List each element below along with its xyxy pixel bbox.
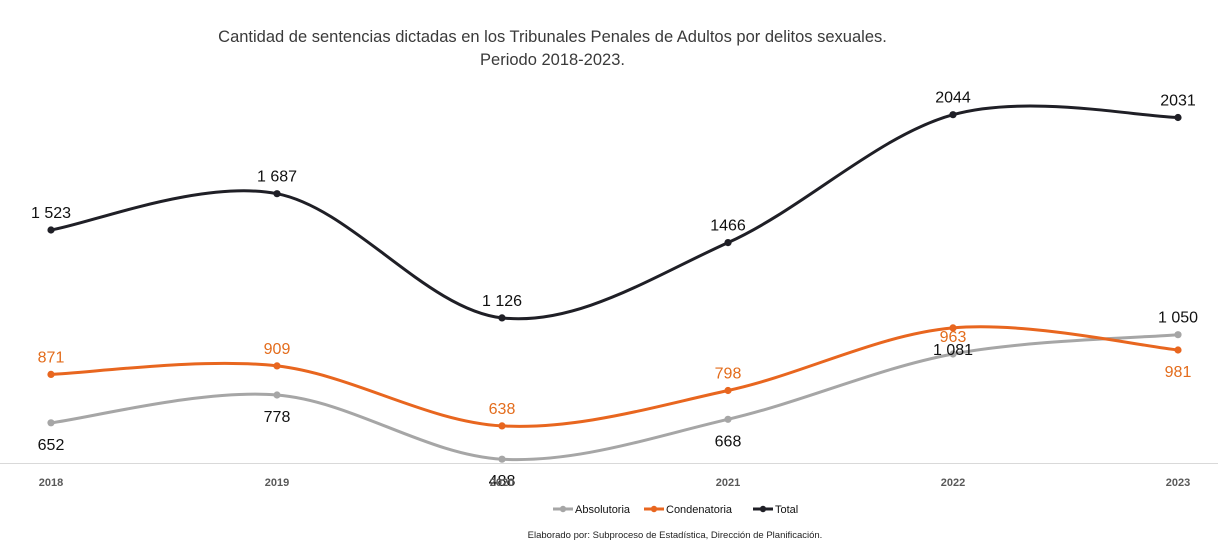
x-tick-label: 2022: [941, 477, 965, 489]
x-tick-label: 2023: [1166, 477, 1190, 489]
point-absolutoria-2023: [1174, 331, 1182, 339]
x-tick-label: 2019: [265, 477, 289, 489]
x-tick-label: 2020: [490, 477, 514, 489]
data-label-total-2021: 1466: [710, 218, 746, 235]
data-label-absolutoria-2021: 668: [715, 433, 742, 450]
x-tick-labels: 2018 2019 2020 2021 2022 2023: [39, 477, 1190, 489]
legend-item-condenatoria: Condenatoria: [644, 504, 733, 516]
chart-subtitle: Periodo 2018-2023.: [480, 51, 625, 69]
series-markers: [47, 111, 1182, 463]
point-condenatoria-2022: [949, 324, 957, 332]
point-total-2021: [724, 239, 732, 247]
chart-title-block: Cantidad de sentencias dictadas en los T…: [0, 26, 1105, 72]
legend-item-total: Total: [753, 504, 798, 516]
legend-label-condenatoria: Condenatoria: [666, 504, 733, 516]
point-absolutoria-2018: [47, 419, 55, 427]
point-condenatoria-2021: [724, 386, 732, 395]
data-label-total-2023: 2031: [1160, 93, 1196, 110]
source-note: Elaborado por: Subproceso de Estadística…: [527, 530, 823, 541]
point-total-2023: [1174, 113, 1182, 122]
line-chart: 652 778 488 668 963 1 050 871 909 638 798 1 081 981…: [0, 90, 1218, 516]
data-label-total-2019: 1 687: [257, 169, 297, 186]
series-lines: [49, 104, 1180, 462]
legend-swatch-marker: [559, 505, 567, 513]
legend-label-absolutoria: Absolutoria: [575, 504, 631, 516]
point-total-2020: [498, 314, 506, 322]
data-label-condenatoria-2021: 798: [715, 366, 742, 383]
data-label-total-2018: 1 523: [31, 205, 71, 222]
data-label-condenatoria-2019: 909: [264, 341, 291, 358]
point-absolutoria-2019: [273, 391, 281, 399]
series-line-condenatoria: [49, 325, 1180, 428]
point-absolutoria-2020: [498, 455, 506, 463]
data-label-total-2022: 2044: [935, 90, 971, 107]
data-label-absolutoria-2022: 963: [940, 329, 967, 346]
data-label-absolutoria-2019: 778: [264, 409, 291, 426]
x-tick-label: 2018: [39, 477, 63, 489]
series-line-absolutoria: [49, 333, 1180, 462]
point-condenatoria-2023: [1174, 346, 1182, 354]
legend-swatch-marker: [650, 505, 658, 513]
data-label-total-2020: 1 126: [482, 293, 522, 310]
point-absolutoria-2021: [724, 415, 732, 423]
point-absolutoria-2022: [949, 350, 957, 358]
data-labels: 652 778 488 668 963 1 050 871 909 638 798 1 081 981…: [31, 90, 1198, 491]
point-total-2019: [273, 190, 281, 198]
data-label-condenatoria-2020: 638: [489, 401, 516, 418]
point-condenatoria-2020: [498, 422, 506, 430]
data-label-absolutoria-2023: 1 050: [1158, 310, 1198, 327]
data-label-absolutoria-2018: 652: [38, 437, 65, 454]
x-tick-label: 2021: [716, 477, 740, 489]
point-total-2018: [47, 226, 55, 234]
series-line-total: [49, 104, 1180, 321]
data-label-condenatoria-2018: 871: [38, 349, 65, 366]
data-label-condenatoria-2023: 981: [1165, 364, 1192, 381]
legend: Absolutoria Condenatoria Total: [553, 504, 798, 516]
data-label-absolutoria-2020: 488: [489, 473, 516, 490]
legend-item-absolutoria: Absolutoria: [553, 504, 631, 516]
data-label-condenatoria-2022: 1 081: [933, 342, 973, 359]
legend-label-total: Total: [775, 504, 798, 516]
point-condenatoria-2018: [47, 370, 55, 378]
point-total-2022: [949, 111, 957, 119]
legend-swatch-marker: [759, 505, 767, 513]
point-condenatoria-2019: [273, 362, 281, 370]
chart-title: Cantidad de sentencias dictadas en los T…: [218, 28, 887, 46]
